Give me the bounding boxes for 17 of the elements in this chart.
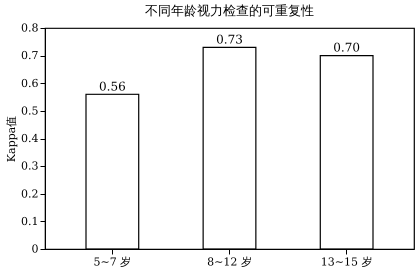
y-tick-label: 0.5 <box>21 104 38 118</box>
x-tick-label: 13~15 岁 <box>320 256 372 268</box>
y-axis-title: Kappa值 <box>5 116 18 162</box>
y-tick-label: 0.1 <box>21 214 38 228</box>
y-tick-label: 0.2 <box>21 187 38 200</box>
data-label: 0.73 <box>216 32 243 46</box>
x-tick-label: 8~12 岁 <box>207 256 252 268</box>
y-tick-label: 0.8 <box>21 22 38 34</box>
data-label: 0.56 <box>99 79 126 94</box>
y-tick-label: 0.7 <box>21 49 38 62</box>
x-tick-label: 5~7 岁 <box>94 256 132 268</box>
y-tick-label: 0.3 <box>21 160 38 173</box>
chart-title: 不同年龄视力检查的可重复性 <box>145 4 314 19</box>
y-tick-label: 0 <box>32 242 38 256</box>
y-tick-label: 0.6 <box>21 76 38 90</box>
data-label: 0.70 <box>333 40 360 55</box>
y-tick-label: 0.4 <box>21 132 38 145</box>
